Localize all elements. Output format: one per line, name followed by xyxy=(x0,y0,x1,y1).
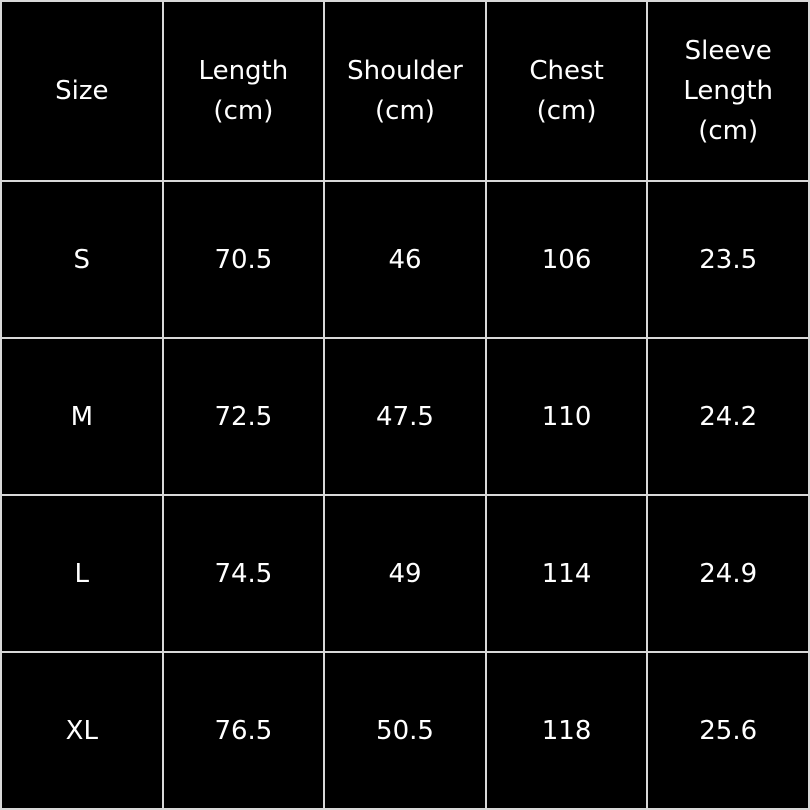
cell-size: S xyxy=(0,180,164,339)
header-size: Size xyxy=(0,0,164,182)
cell-chest: 118 xyxy=(484,651,649,810)
cell-size: L xyxy=(0,494,164,653)
cell-length: 74.5 xyxy=(161,494,326,653)
table-row: S 70.5 46 106 23.5 xyxy=(0,180,810,339)
cell-chest: 114 xyxy=(484,494,649,653)
cell-chest: 110 xyxy=(484,337,649,496)
cell-size: M xyxy=(0,337,164,496)
cell-shoulder: 49 xyxy=(323,494,487,653)
cell-size: XL xyxy=(0,651,164,810)
header-shoulder: Shoulder (cm) xyxy=(323,0,487,182)
cell-shoulder: 50.5 xyxy=(323,651,487,810)
cell-length: 76.5 xyxy=(161,651,326,810)
header-length: Length (cm) xyxy=(161,0,326,182)
header-sleeve-length: Sleeve Length (cm) xyxy=(646,0,810,182)
cell-sleeve-length: 25.6 xyxy=(646,651,810,810)
cell-sleeve-length: 24.9 xyxy=(646,494,810,653)
cell-sleeve-length: 23.5 xyxy=(646,180,810,339)
header-row: Size Length (cm) Shoulder (cm) Chest (cm… xyxy=(0,0,810,182)
cell-shoulder: 47.5 xyxy=(323,337,487,496)
cell-sleeve-length: 24.2 xyxy=(646,337,810,496)
header-chest: Chest (cm) xyxy=(484,0,649,182)
cell-shoulder: 46 xyxy=(323,180,487,339)
table-row: L 74.5 49 114 24.9 xyxy=(0,494,810,653)
table-row: XL 76.5 50.5 118 25.6 xyxy=(0,651,810,810)
cell-length: 72.5 xyxy=(161,337,326,496)
cell-chest: 106 xyxy=(484,180,649,339)
cell-length: 70.5 xyxy=(161,180,326,339)
table-row: M 72.5 47.5 110 24.2 xyxy=(0,337,810,496)
